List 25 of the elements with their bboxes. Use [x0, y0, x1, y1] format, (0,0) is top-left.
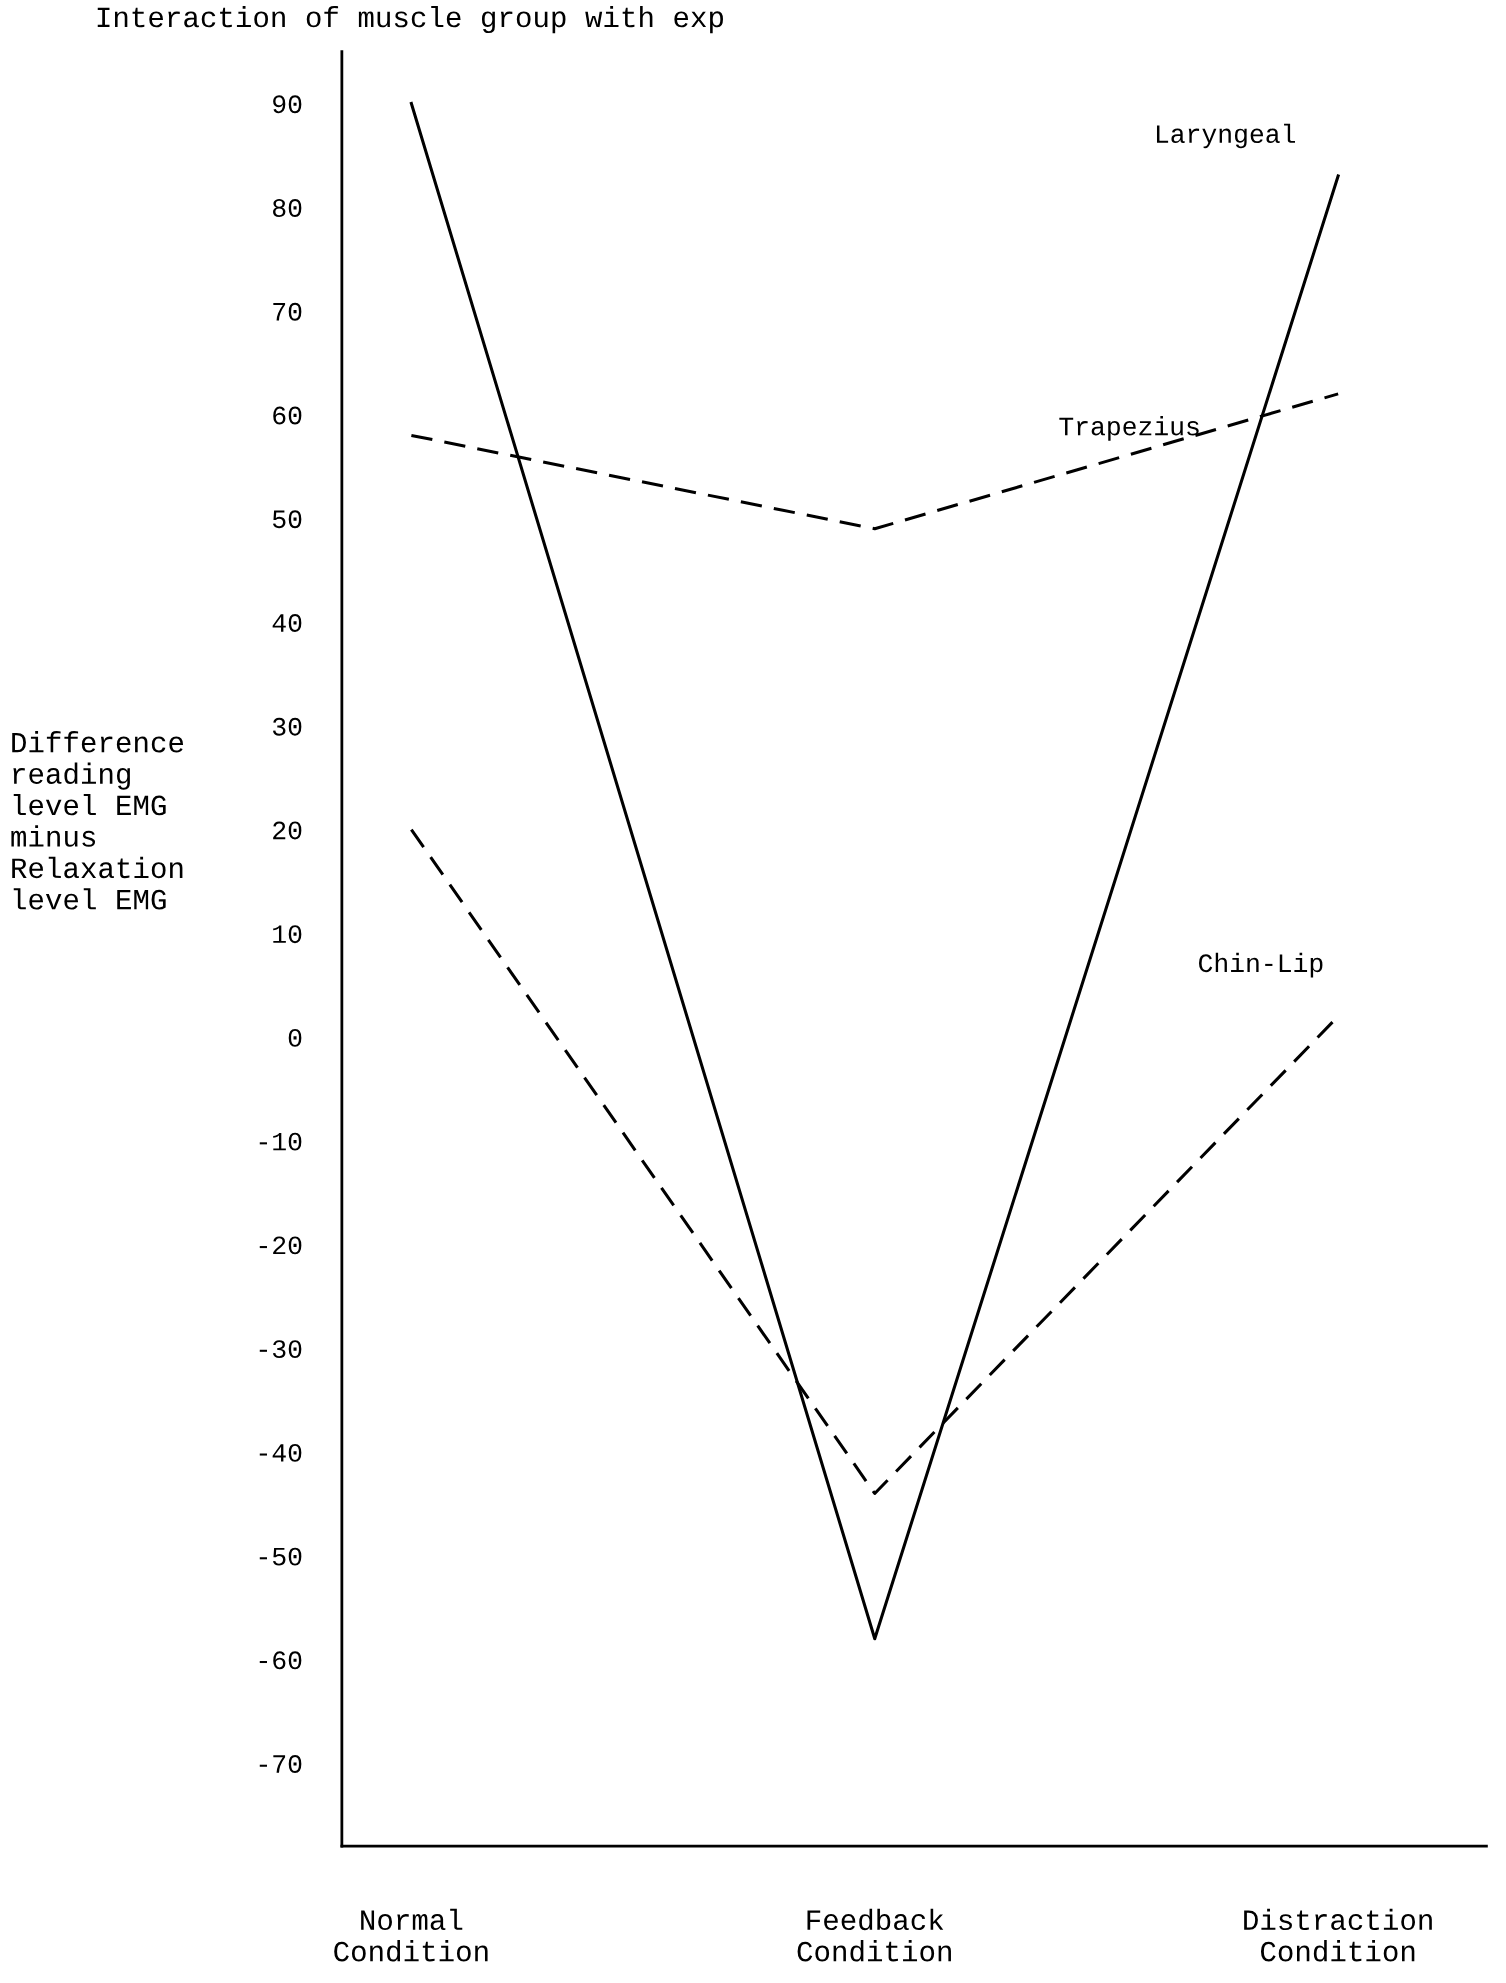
y-tick-label: -50 — [259, 1547, 302, 1566]
y-tick-label: -10 — [259, 1132, 302, 1151]
y-tick-label: 0 — [288, 1028, 302, 1047]
y-tick-label: -30 — [259, 1340, 302, 1359]
x-tick-label: Normal Condition — [334, 1908, 488, 1962]
y-tick-label: 70 — [273, 302, 302, 321]
y-tick-label: -20 — [259, 1236, 302, 1255]
y-tick-label: 50 — [272, 510, 302, 529]
y-tick-label: -40 — [259, 1443, 302, 1462]
x-tick-label: Feedback Condition — [797, 1908, 951, 1962]
y-tick-label: 80 — [273, 199, 302, 217]
y-tick-label: 30 — [272, 717, 302, 736]
series-label: Laryngeal — [1156, 123, 1295, 149]
y-tick-label: -70 — [259, 1755, 302, 1774]
y-tick-label: 60 — [273, 406, 302, 425]
y-tick-label: 40 — [272, 614, 302, 632]
series-label: Trapezius — [1059, 416, 1199, 441]
chart-title: Interaction of muscle group with exp — [97, 5, 723, 34]
y-tick-label: 20 — [273, 821, 302, 840]
y-tick-label: 10 — [273, 925, 302, 944]
y-tick-label: 90 — [273, 95, 302, 114]
y-axis-title: Difference reading level EMG minus Relaxation level EMG — [11, 731, 184, 910]
y-tick-label: -60 — [259, 1651, 302, 1670]
x-tick-label: Distraction Condition — [1244, 1908, 1432, 1962]
series-label: Chin-Lip — [1199, 952, 1323, 978]
